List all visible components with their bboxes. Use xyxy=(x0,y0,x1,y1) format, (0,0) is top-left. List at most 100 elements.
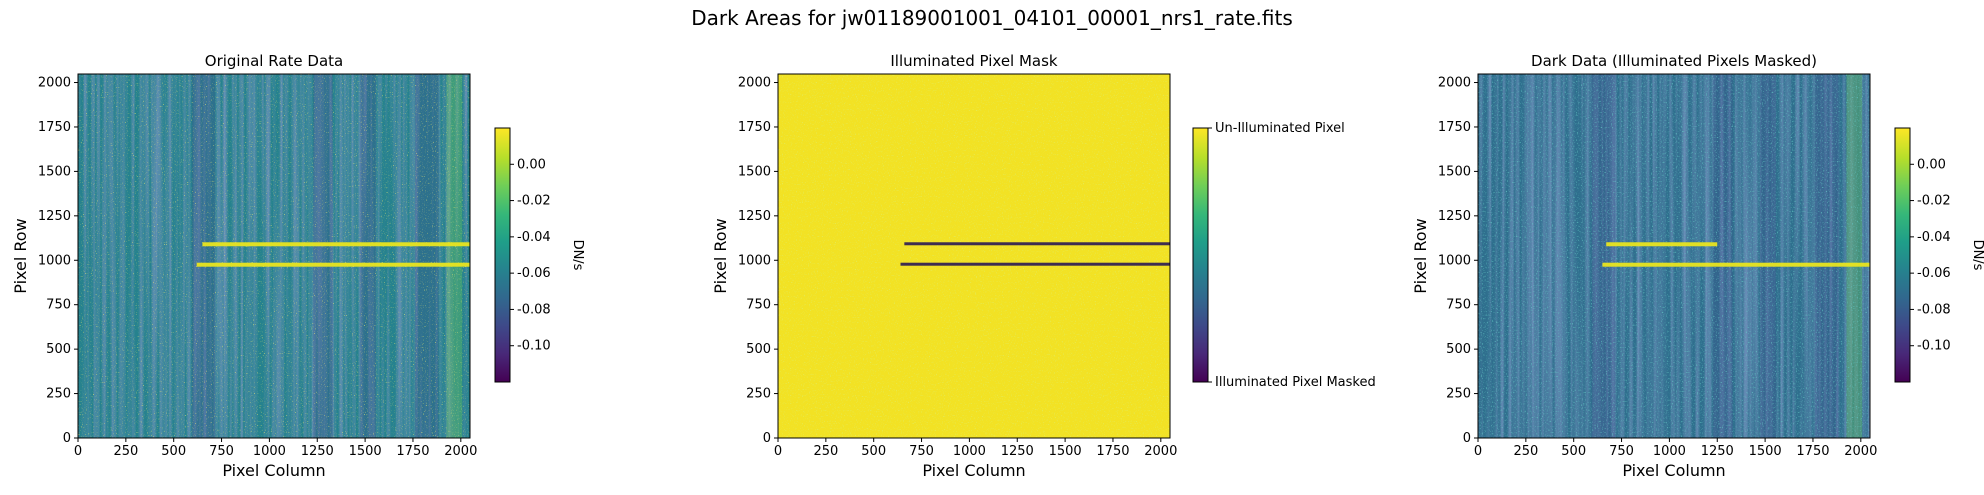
x-tick-label: 750 xyxy=(909,444,934,459)
chart-title: Original Rate Data xyxy=(205,52,343,70)
x-tick-label: 1250 xyxy=(1701,444,1734,459)
x-tick-label: 250 xyxy=(1513,444,1538,459)
colorbar-tick-label: -0.06 xyxy=(517,266,551,281)
x-tick-label: 1500 xyxy=(1049,444,1082,459)
x-axis-label: Pixel Column xyxy=(222,461,325,480)
colorbar-tick-label: 0.00 xyxy=(517,157,546,172)
x-tick-label: 1750 xyxy=(1796,444,1829,459)
y-tick-label: 250 xyxy=(1446,387,1471,402)
y-tick-label: 1250 xyxy=(738,209,771,224)
colorbar-tick-label: -0.06 xyxy=(1917,266,1951,281)
y-tick-label: 750 xyxy=(46,298,71,313)
y-tick-label: 750 xyxy=(746,298,771,313)
chart-title: Illuminated Pixel Mask xyxy=(890,52,1058,70)
colorbar-tick-label: Illuminated Pixel Masked xyxy=(1215,375,1376,390)
y-axis-label: Pixel Row xyxy=(711,218,730,293)
colorbar-tick-label: Un-Illuminated Pixel xyxy=(1215,121,1345,136)
y-axis-label: Pixel Row xyxy=(1411,218,1430,293)
x-tick-label: 1500 xyxy=(1749,444,1782,459)
chart-panel-3: Dark Data (Illuminated Pixels Masked) 0 25… xyxy=(1411,52,1984,480)
colorbar-gradient xyxy=(1192,127,1209,383)
colorbar-tick-label: -0.02 xyxy=(517,194,551,209)
x-tick-label: 1750 xyxy=(1096,444,1129,459)
x-tick-label: 2000 xyxy=(1144,444,1177,459)
y-tick-label: 1250 xyxy=(1438,209,1471,224)
x-tick-label: 500 xyxy=(161,444,186,459)
colorbar-tick-label: -0.04 xyxy=(517,230,551,245)
colorbar: 0.00 -0.02 -0.04 -0.06 -0.08 -0.10 DN/s xyxy=(1894,127,1984,383)
x-tick-label: 1000 xyxy=(1653,444,1686,459)
pixel-speckle xyxy=(1478,74,1870,438)
x-tick-label: 500 xyxy=(1561,444,1586,459)
pixel-speckle xyxy=(778,74,1170,438)
axes-frame xyxy=(77,73,471,439)
x-tick-label: 250 xyxy=(113,444,138,459)
masked-streak xyxy=(900,262,1170,266)
y-tick-label: 1500 xyxy=(1438,164,1471,179)
bright-streak xyxy=(196,262,470,267)
y-tick-label: 1750 xyxy=(1438,120,1471,135)
colorbar-tick-label: -0.08 xyxy=(517,302,551,317)
masked-streak xyxy=(904,242,1170,246)
colorbar-tick-label: 0.00 xyxy=(1917,157,1946,172)
pixel-speckle xyxy=(78,74,470,438)
y-tick-label: 0 xyxy=(63,431,71,446)
axes-frame xyxy=(777,73,1171,439)
x-tick-label: 2000 xyxy=(444,444,477,459)
x-tick-label: 0 xyxy=(774,444,782,459)
x-axis-label: Pixel Column xyxy=(922,461,1025,480)
x-tick-label: 1750 xyxy=(396,444,429,459)
y-tick-label: 1000 xyxy=(1438,253,1471,268)
colorbar-tick-label: -0.04 xyxy=(1917,230,1951,245)
y-tick-label: 2000 xyxy=(738,76,771,91)
chart-panel-1: Original Rate Data 0 250 500 750 1000 1250 1500… xyxy=(11,52,585,480)
colorbar-tick-label: -0.10 xyxy=(517,339,551,354)
y-tick-label: 1500 xyxy=(38,164,71,179)
chart-title: Dark Data (Illuminated Pixels Masked) xyxy=(1531,52,1817,70)
y-tick-label: 1750 xyxy=(38,120,71,135)
x-tick-label: 1250 xyxy=(1001,444,1034,459)
x-tick-label: 0 xyxy=(74,444,82,459)
x-tick-label: 2000 xyxy=(1844,444,1877,459)
y-tick-label: 1000 xyxy=(38,253,71,268)
colorbar-gradient xyxy=(494,127,511,383)
x-tick-label: 0 xyxy=(1474,444,1482,459)
y-tick-label: 1000 xyxy=(738,253,771,268)
bright-streak xyxy=(202,242,470,247)
colorbar-tick-label: -0.02 xyxy=(1917,194,1951,209)
chart-panel-2: Illuminated Pixel Mask 0 250 500 750 1000 1250… xyxy=(711,52,1376,480)
bright-streak xyxy=(1602,262,1870,267)
y-axis-label: Pixel Row xyxy=(11,218,30,293)
heatmap-image xyxy=(1478,74,1870,438)
x-tick-label: 1250 xyxy=(301,444,334,459)
y-tick-label: 500 xyxy=(746,342,771,357)
x-tick-label: 500 xyxy=(861,444,886,459)
figure-title: Dark Areas for jw01189001001_04101_00001… xyxy=(691,6,1293,30)
colorbar: Un-Illuminated Pixel Illuminated Pixel Ma… xyxy=(1192,121,1376,390)
bright-streak xyxy=(1606,242,1718,247)
colorbar-gradient xyxy=(1894,127,1911,383)
x-tick-label: 250 xyxy=(813,444,838,459)
colorbar-label: DN/s xyxy=(1970,240,1984,271)
y-tick-label: 0 xyxy=(763,431,771,446)
x-tick-label: 1000 xyxy=(953,444,986,459)
y-tick-label: 2000 xyxy=(38,76,71,91)
y-tick-label: 1500 xyxy=(738,164,771,179)
y-tick-label: 500 xyxy=(46,342,71,357)
heatmap-image xyxy=(778,74,1170,438)
y-tick-label: 0 xyxy=(1463,431,1471,446)
y-tick-label: 750 xyxy=(1446,298,1471,313)
y-tick-label: 500 xyxy=(1446,342,1471,357)
x-tick-label: 750 xyxy=(209,444,234,459)
y-tick-label: 2000 xyxy=(1438,76,1471,91)
y-tick-label: 250 xyxy=(46,387,71,402)
y-tick-label: 250 xyxy=(746,387,771,402)
colorbar-label: DN/s xyxy=(570,240,585,271)
x-tick-label: 1000 xyxy=(253,444,286,459)
colorbar-tick-label: -0.08 xyxy=(1917,302,1951,317)
x-tick-label: 1500 xyxy=(349,444,382,459)
heatmap-image xyxy=(78,74,470,438)
y-tick-label: 1750 xyxy=(738,120,771,135)
y-tick-label: 1250 xyxy=(38,209,71,224)
